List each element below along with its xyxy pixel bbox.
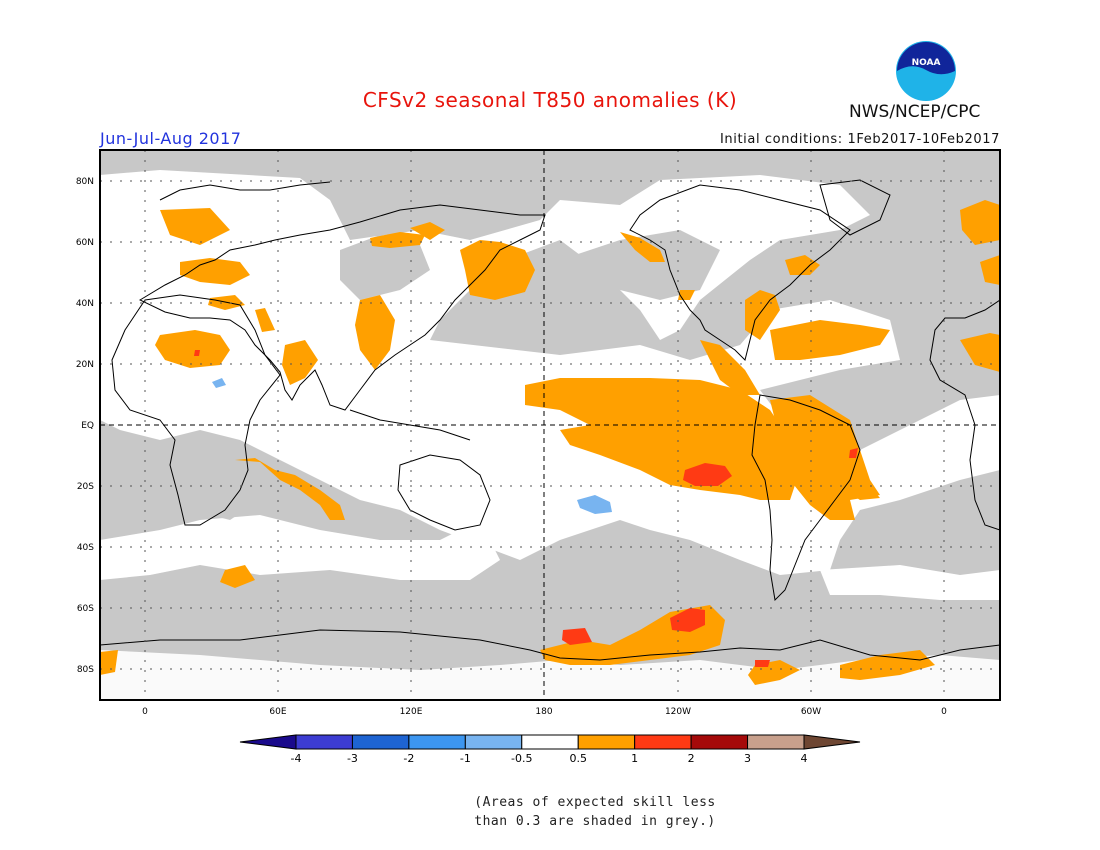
colorbar-low-extension [239,734,297,750]
lon-label: 0 [142,707,148,717]
colorbar-bin [351,734,410,750]
colorbar-tick-label: -0.5 [511,752,532,765]
colorbar-tick-label: -4 [291,752,302,765]
lon-label: 120E [400,707,423,717]
colorbar-high-extension [803,734,861,750]
noaa-logo: NOAA [896,41,956,101]
low-skill-patches [100,230,1000,650]
lat-label: 40N [76,299,94,309]
colorbar-bin [634,734,692,750]
initial-conditions: Initial conditions: 1Feb2017-10Feb2017 [719,132,1000,147]
coastlines [100,179,1000,661]
lon-label: 60E [269,707,286,717]
colorbar-bin [408,734,466,750]
colorbar-tick-label: 3 [744,752,751,765]
colorbar-tick-label: -1 [460,752,471,765]
svg-text:NOAA: NOAA [912,58,941,68]
lon-label: 120W [665,707,691,717]
lon-axis: 0 60E 120E 180 120W 60W 0 [142,707,947,717]
season-label: Jun-Jul-Aug 2017 [100,129,242,148]
anomaly-map: 80N 60N 40N 20N EQ 20S 40S 60S 80S 0 60E… [76,149,1001,765]
colorbar-tick-label: 2 [688,752,695,765]
warm-anomaly-1-2 [194,350,858,667]
skill-note: (Areas of expected skill less than 0.3 a… [0,793,1100,831]
warm-anomaly-0.5-1 [100,200,1000,685]
colorbar-tick-label: 0.5 [569,752,587,765]
colorbar-tick-label: -3 [347,752,358,765]
skill-note-line2: than 0.3 are shaded in grey.) [474,814,716,829]
lat-label: EQ [81,421,94,431]
colorbar-bin [521,734,579,750]
lat-axis: 80N 60N 40N 20N EQ 20S 40S 60S 80S [76,177,94,675]
lon-label: 180 [535,707,552,717]
lon-label: 0 [941,707,947,717]
map-title: CFSv2 seasonal T850 anomalies (K) [362,88,738,112]
lon-label: 60W [801,707,821,717]
colorbar-tick-label: 4 [801,752,808,765]
colorbar-bin [577,734,636,750]
map-frame [99,149,1001,701]
colorbar: -4 -3 -2 -1 -0.5 0.5 1 2 3 4 [239,734,861,765]
agency-label: NWS/NCEP/CPC [849,102,981,122]
colorbar-bin [747,734,805,750]
lat-label: 20N [76,360,94,370]
colorbar-tick-label: -2 [403,752,414,765]
colorbar-bin [690,734,749,750]
equator-dateline [100,150,1000,700]
colorbar-bin [295,734,353,750]
cool-anomaly-0.5-1 [212,378,612,514]
colorbar-tick-label: 1 [631,752,638,765]
lat-label: 80S [77,665,94,675]
skill-note-line1: (Areas of expected skill less [474,795,716,810]
lat-label: 40S [77,543,94,553]
colorbar-bin [464,734,523,750]
lat-label: 60N [76,238,94,248]
lat-label: 20S [77,482,94,492]
lat-label: 80N [76,177,94,187]
graticule [100,150,1000,700]
lat-label: 60S [77,604,94,614]
